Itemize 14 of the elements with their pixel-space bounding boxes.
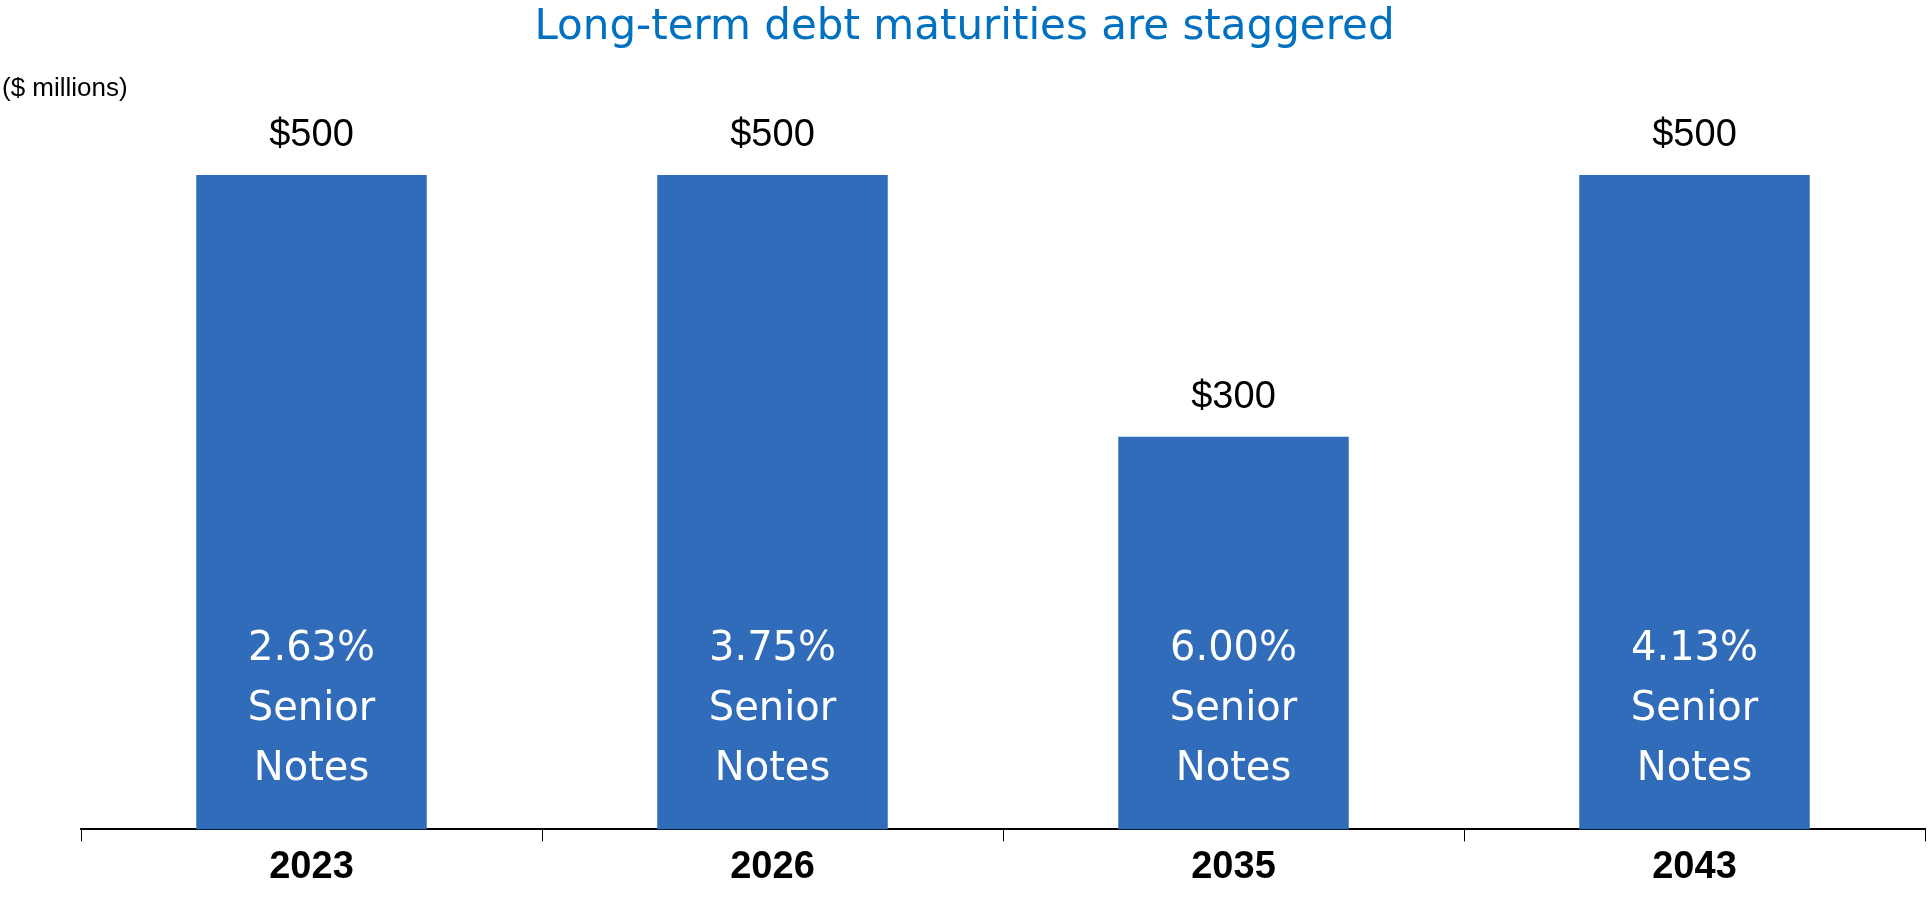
x-tick-label: 2035 [1191,843,1276,886]
y-axis-title: ($ millions) [2,72,128,103]
annotation: 6.00% Senior Notes [1169,622,1298,789]
data-label: $300 [1191,374,1276,417]
annotation: 3.75% Senior Notes [708,622,837,789]
annotation: 4.13% Senior Notes [1630,622,1759,789]
x-tick-label: 2026 [730,843,815,886]
data-label: $500 [1652,112,1737,155]
annotation: 2.63% Senior Notes [247,622,376,789]
data-label: $500 [730,112,815,155]
chart-title: Long-term debt maturities are staggered [533,0,1396,49]
x-tick-label: 2023 [269,843,354,886]
x-tick-label: 2043 [1652,843,1737,886]
data-label: $500 [269,112,354,155]
